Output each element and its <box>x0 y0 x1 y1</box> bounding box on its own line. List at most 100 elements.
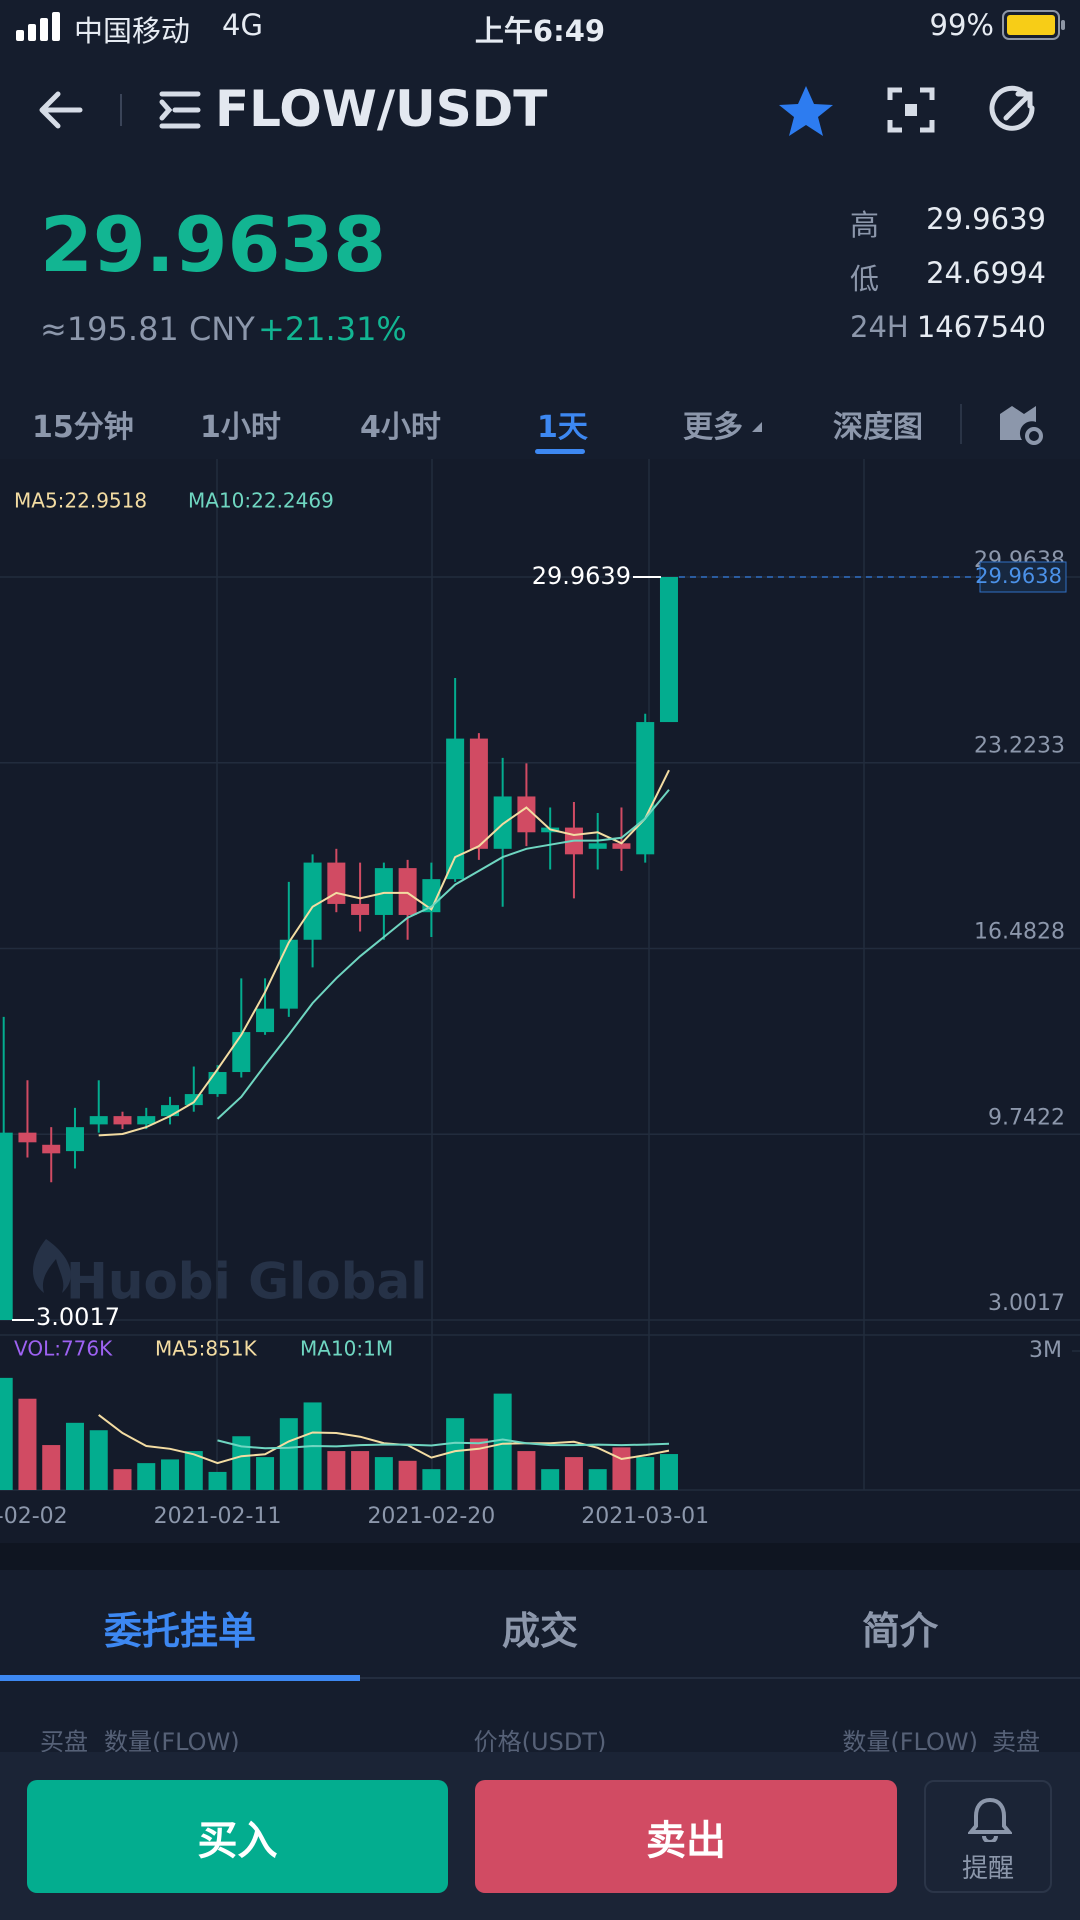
order-tab[interactable]: 简介 <box>861 1609 939 1653</box>
stat-label: 高 <box>850 208 880 242</box>
alert-button[interactable]: 提醒 <box>924 1780 1052 1893</box>
network: 4G <box>222 8 263 42</box>
legend-entry: MA5:22.9518 <box>14 489 147 513</box>
order-tab-active[interactable]: 委托挂单 <box>103 1609 257 1653</box>
cny-price: ≈195.81 CNY <box>40 310 255 348</box>
x-tick-label: 2021-02-20 <box>367 1504 495 1529</box>
volume-bar <box>18 1398 37 1490</box>
back-button[interactable] <box>39 91 83 129</box>
legend-entry: MA5:851K <box>155 1337 258 1361</box>
interval-tab[interactable]: 15分钟 <box>32 410 134 445</box>
volume-bar <box>446 1418 465 1490</box>
volume-bar <box>42 1445 61 1490</box>
volume-bar <box>493 1393 512 1490</box>
volume-bar <box>564 1457 583 1490</box>
volume-bar <box>612 1447 631 1490</box>
y-tick-label: 16.4828 <box>974 919 1065 944</box>
sell-button[interactable]: 卖出 <box>475 1780 897 1893</box>
nav-actions <box>779 85 1035 136</box>
y-tick-label: 3M <box>1029 1338 1062 1363</box>
depth-tab[interactable]: 深度图 <box>833 410 923 445</box>
candle-body <box>446 738 465 880</box>
bell-icon <box>968 1797 1012 1842</box>
favorite-button[interactable] <box>779 86 833 136</box>
order-tab[interactable]: 成交 <box>501 1609 579 1653</box>
battery-icon <box>1002 10 1065 40</box>
volume-bar <box>89 1430 108 1490</box>
volume-bar <box>184 1451 203 1490</box>
last-price-label: 29.9638 <box>975 564 1062 588</box>
candle-body <box>279 939 298 1009</box>
legend-entry: VOL:776K <box>14 1337 113 1361</box>
ma-line <box>98 1414 670 1465</box>
y-tick-label: 23.2233 <box>974 734 1065 759</box>
candle-body <box>327 862 346 904</box>
candle-body <box>303 862 322 940</box>
pair-title: FLOW/USDT <box>215 80 548 138</box>
share-button[interactable] <box>989 85 1035 131</box>
interval-tab[interactable]: 4小时 <box>360 410 441 445</box>
volume-bar <box>659 1454 678 1490</box>
volume-bar <box>422 1469 441 1490</box>
volume-bar <box>137 1463 156 1490</box>
x-tick-label: 2021-02-02 <box>0 1504 68 1529</box>
candle-body <box>161 1105 180 1117</box>
candle-body <box>351 903 370 915</box>
stat-value: 29.9639 <box>926 202 1046 236</box>
ma-line <box>98 769 670 1137</box>
stat-value: 24.6994 <box>926 256 1046 290</box>
candle-body <box>208 1072 227 1095</box>
chart-settings[interactable] <box>998 400 1044 446</box>
stat-label: 24H <box>850 310 909 344</box>
price-change: +21.31% <box>258 310 407 348</box>
candle-body <box>517 796 536 833</box>
interval-tab[interactable]: 更多 <box>683 410 743 445</box>
volume-bar <box>65 1422 84 1490</box>
divider <box>960 404 962 444</box>
candle-body <box>469 738 488 849</box>
volume-bar <box>161 1459 180 1490</box>
volume-bar <box>588 1469 607 1490</box>
scan-button[interactable] <box>887 87 935 133</box>
volume-bar <box>327 1451 346 1490</box>
watermark-text: Huobi Global <box>66 1253 427 1311</box>
volume-bar <box>398 1460 417 1490</box>
candle-body <box>636 722 655 855</box>
volume-bar <box>279 1418 298 1490</box>
volume-bar <box>208 1471 227 1490</box>
volume-bar <box>351 1451 370 1490</box>
candle-body <box>256 1008 275 1033</box>
volume-bar <box>517 1451 536 1490</box>
alert-label: 提醒 <box>961 1854 1014 1884</box>
column-header: 卖盘 <box>992 1728 1040 1756</box>
legend-entry: MA10:22.2469 <box>188 489 334 513</box>
volume-bar <box>0 1377 13 1490</box>
tab-baseline <box>0 1677 1080 1679</box>
y-tick-label: 3.0017 <box>988 1291 1065 1316</box>
candle-body <box>18 1132 37 1143</box>
last-price: 29.9638 <box>40 200 387 289</box>
candle-body <box>374 868 393 915</box>
tab-underline <box>0 1675 360 1681</box>
clock: 上午6:49 <box>474 14 606 48</box>
nav-icons <box>39 91 201 129</box>
interval-tab[interactable]: 1小时 <box>200 410 281 445</box>
ma-line <box>217 1438 670 1450</box>
candle-body <box>612 843 631 849</box>
column-header: 数量(FLOW) <box>104 1728 240 1756</box>
high-label: 29.9639 <box>532 562 631 590</box>
carrier: 中国移动 <box>74 14 191 48</box>
y-tick-label: 9.7422 <box>988 1105 1065 1130</box>
volume-bar <box>113 1469 132 1490</box>
stat-value: 1467540 <box>916 310 1046 344</box>
signal-icon <box>16 12 60 41</box>
buy-button[interactable]: 买入 <box>27 1780 448 1893</box>
candle-body <box>232 1032 251 1073</box>
x-tick-label: 2021-02-11 <box>154 1504 282 1529</box>
interval-tab-active[interactable]: 1天 <box>537 410 588 445</box>
candle-body <box>65 1127 84 1152</box>
low-label: 3.0017 <box>36 1303 120 1331</box>
menu-button[interactable] <box>159 91 201 129</box>
legend-entry: MA10:1M <box>300 1337 393 1361</box>
